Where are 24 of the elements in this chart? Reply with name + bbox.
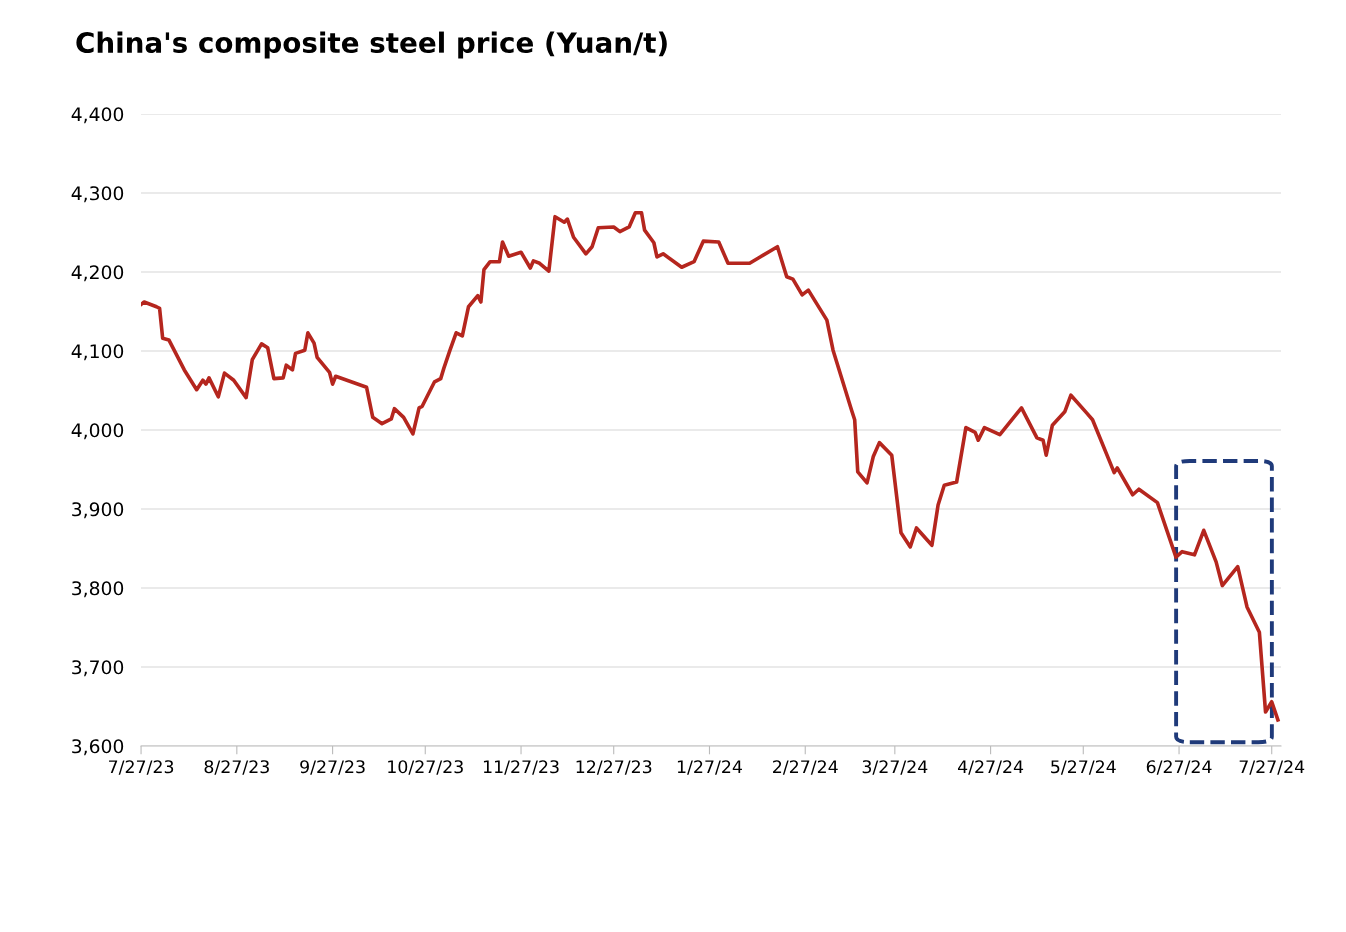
- x-tick-label: 10/27/23: [388, 760, 463, 775]
- x-tick-label: 1/27/24: [677, 760, 742, 775]
- x-tick-label: 7/27/23: [109, 760, 174, 775]
- y-tick-label: 3,800: [72, 581, 124, 598]
- y-tick-label: 3,900: [72, 502, 124, 519]
- y-tick-label: 3,600: [72, 739, 124, 756]
- y-tick-label: 4,000: [71, 423, 124, 440]
- y-tick-label: 4,100: [71, 344, 124, 361]
- x-tick-label: 4/27/24: [957, 760, 1024, 775]
- y-tick-label: 4,400: [71, 107, 124, 124]
- x-tick-label: 7/27/24: [1239, 760, 1305, 775]
- x-tick-label: 8/27/23: [204, 760, 269, 775]
- x-tick-label: 11/27/23: [483, 760, 559, 775]
- y-tick-label: 4,200: [71, 265, 124, 282]
- x-tick-label: 5/27/24: [1051, 760, 1116, 775]
- x-tick-label: 3/27/24: [862, 760, 928, 775]
- line-series: [141, 210, 1280, 722]
- x-tick-label: 9/27/23: [300, 760, 365, 775]
- x-tick-label: 6/27/24: [1146, 760, 1212, 775]
- x-tick-label: 2/27/24: [773, 760, 838, 775]
- y-tick-label: 4,300: [71, 186, 124, 203]
- chart-title: China's composite steel price (Yuan/t): [76, 31, 667, 59]
- x-tick-label: 12/27/23: [576, 760, 652, 775]
- y-tick-label: 3,700: [72, 660, 124, 677]
